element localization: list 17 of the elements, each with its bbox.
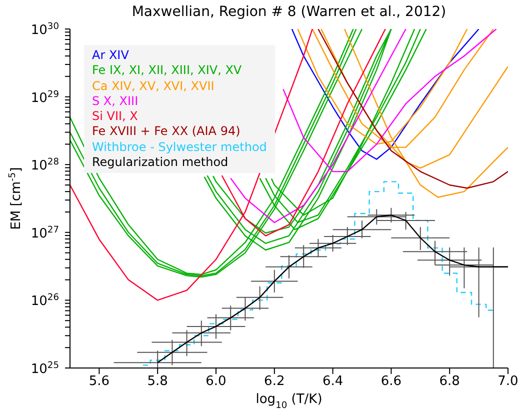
x-tick-label: 6.2 (264, 374, 285, 390)
y-tick-label: 10$^{28}$ (30, 158, 60, 174)
y-tick-label: 10$^{27}$ (30, 225, 60, 242)
y-tick-label: 10$^{25}$ (30, 361, 59, 377)
x-tick-label: 5.8 (147, 374, 168, 390)
y-tick-label: 10$^{26}$ (30, 293, 60, 310)
x-tick-label: 7.0 (498, 374, 518, 390)
x-tick-label: 6.4 (322, 374, 344, 390)
x-axis-title: log$_{10}$ (T/K) (256, 392, 322, 409)
x-tick-label: 6.6 (380, 374, 402, 390)
chart-title: Maxwellian, Region # 8 (Warren et al., 2012) (130, 4, 448, 20)
y-tick-label: 10$^{29}$ (30, 90, 60, 106)
x-tick-label: 6.8 (439, 374, 460, 390)
x-tick-label: 5.6 (88, 374, 110, 390)
x-tick-label: 6.0 (206, 374, 226, 390)
legend-box: Ar XIV Fe IX, XI, XII, XIII, XIV, XV Ca XIV, XV, XVI, XVII S X, XIII Si VII, X Fe XVIII + Fe XX (AIA 94) Withbroe - Sylwester method Regularization method (84, 45, 275, 174)
y-tick-label: 10$^{30}$ (30, 22, 60, 38)
